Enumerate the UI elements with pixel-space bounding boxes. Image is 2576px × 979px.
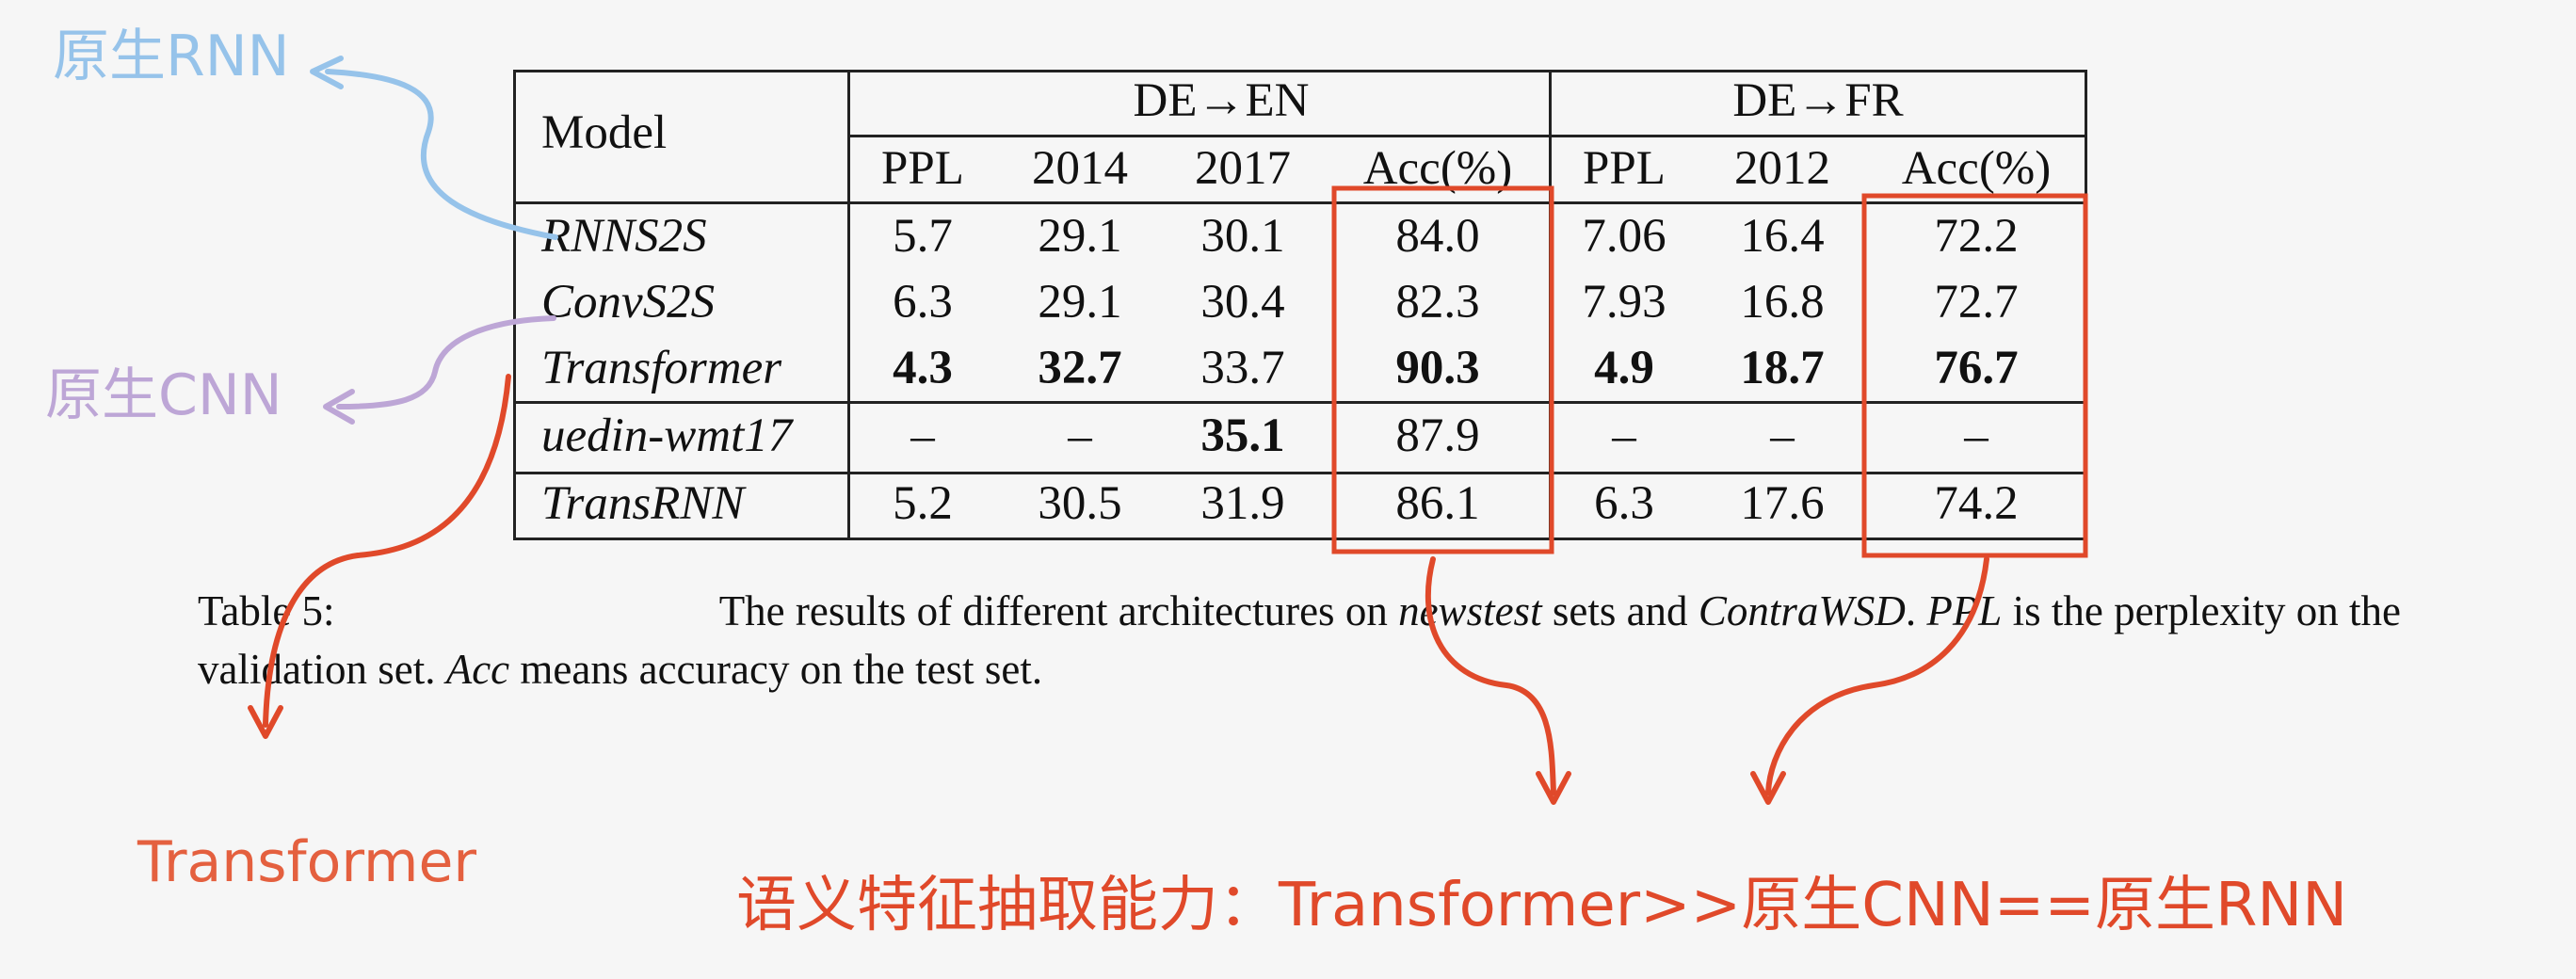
cnn-arrow <box>336 315 556 409</box>
table-cell: 17.6 <box>1740 477 1825 530</box>
rnn-arrow-head <box>310 56 344 89</box>
model-column-header: Model <box>541 106 668 159</box>
transformer-arrow <box>263 374 511 728</box>
acc-fr-arrow <box>1765 556 1989 795</box>
acc-en-arrow-head <box>1536 771 1571 805</box>
table-cell: – <box>1964 409 1988 462</box>
column-header: PPL <box>1583 142 1666 195</box>
table-cell: 72.7 <box>1934 276 2019 329</box>
transformer-annotation-label: Transformer <box>137 829 477 895</box>
table-cell: 30.5 <box>1038 477 1122 530</box>
model-column-divider <box>847 70 850 540</box>
table-cell: 30.4 <box>1200 276 1285 329</box>
column-header: 2017 <box>1195 142 1291 195</box>
table-cell: 4.3 <box>893 342 953 394</box>
acc-en-arrow <box>1425 556 1556 795</box>
table-cell: 6.3 <box>893 276 953 329</box>
rnn-annotation-label: 原生RNN <box>53 24 290 89</box>
model-name: ConvS2S <box>541 276 716 329</box>
table-cell: – <box>910 409 935 462</box>
table-cell: 16.8 <box>1740 276 1825 329</box>
column-header: Acc(%) <box>1362 142 1513 195</box>
table-cell: 87.9 <box>1395 409 1480 462</box>
caption-label: Table 5: <box>198 587 335 634</box>
header-rule <box>513 201 2087 204</box>
table-cell: 30.1 <box>1200 210 1285 263</box>
column-header: PPL <box>881 142 964 195</box>
acc-en-highlight-box <box>1331 185 1554 554</box>
row-rule-1 <box>513 401 2087 404</box>
table-cell: 31.9 <box>1200 477 1285 530</box>
table-cell: 72.2 <box>1934 210 2019 263</box>
acc-fr-highlight-box <box>1861 193 2088 558</box>
group-header-de-en: DE→EN <box>1133 74 1310 127</box>
table-cell: 7.93 <box>1582 276 1666 329</box>
table-cell: 5.2 <box>893 477 953 530</box>
caption-text-2: validation set. Acc means accuracy on th… <box>198 646 1043 693</box>
group-header-de-fr: DE→FR <box>1732 74 1904 127</box>
table-cell: 33.7 <box>1200 342 1285 394</box>
column-header: 2012 <box>1734 142 1830 195</box>
caption-text-1: The results of different architectures o… <box>718 587 2401 634</box>
table-bottom-border <box>513 538 2087 540</box>
results-table: Model DE→EN DE→FR PPL 2014 2017 Acc(%) PPL 20… <box>513 70 2087 540</box>
table-cell: 32.7 <box>1038 342 1122 394</box>
table-cell: 84.0 <box>1395 210 1480 263</box>
cnn-arrow-head <box>323 389 355 425</box>
table-cell: 4.9 <box>1594 342 1654 394</box>
table-cell: 16.4 <box>1740 210 1825 263</box>
column-header: Acc(%) <box>1901 142 2052 195</box>
table-cell: 29.1 <box>1038 210 1122 263</box>
table-cell: 82.3 <box>1395 276 1480 329</box>
table-caption: Table 5: The results of different archit… <box>198 582 2401 698</box>
model-name: Transformer <box>541 342 782 394</box>
rnn-arrow <box>325 69 558 240</box>
table-cell: – <box>1068 409 1092 462</box>
cnn-annotation-label: 原生CNN <box>45 362 282 428</box>
row-rule-2 <box>513 472 2087 474</box>
acc-fr-arrow-head <box>1750 771 1786 805</box>
column-header: 2014 <box>1032 142 1128 195</box>
table-cell: 18.7 <box>1740 342 1825 394</box>
table-top-border <box>513 70 2087 72</box>
table-cell: 29.1 <box>1038 276 1122 329</box>
table-cell: 86.1 <box>1395 477 1480 530</box>
model-name: RNNS2S <box>541 210 707 263</box>
model-name: uedin-wmt17 <box>541 409 793 462</box>
transformer-arrow-head <box>248 705 283 739</box>
table-cell: – <box>1770 409 1795 462</box>
table-left-border <box>513 70 516 540</box>
table-cell: 35.1 <box>1200 409 1285 462</box>
group-header-rule <box>847 135 2087 137</box>
table-cell: 6.3 <box>1594 477 1654 530</box>
conclusion-annotation: 语义特征抽取能力：Transformer>>原生CNN==原生RNN <box>736 871 2348 940</box>
model-name: TransRNN <box>541 477 745 530</box>
table-cell: 76.7 <box>1934 342 2019 394</box>
table-cell: 7.06 <box>1582 210 1666 263</box>
table-cell: – <box>1612 409 1636 462</box>
table-cell: 90.3 <box>1395 342 1480 394</box>
table-cell: 74.2 <box>1934 477 2019 530</box>
table-cell: 5.7 <box>893 210 953 263</box>
